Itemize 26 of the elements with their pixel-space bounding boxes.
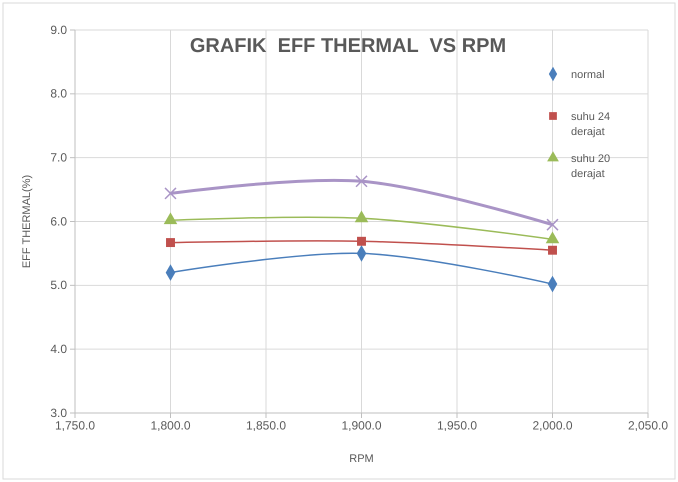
legend-label: suhu 20 derajat [571, 153, 610, 180]
x-tick-label: 2,050.0 [628, 418, 668, 433]
y-tick-label: 9.0 [50, 22, 68, 37]
y-tick-label: 6.0 [50, 214, 68, 228]
y-tick-label: 3.0 [50, 406, 68, 420]
point [355, 175, 368, 188]
x-tick-label: 1,900.0 [341, 418, 382, 433]
point [548, 246, 557, 255]
point [357, 236, 366, 246]
y-tick-label: 5.0 [50, 278, 68, 292]
x-tick-label: 1,850.0 [246, 418, 286, 433]
chart-title: GRAFIK EFF THERMAL VS RPM [190, 35, 506, 57]
point [546, 218, 559, 231]
x-tick-label: 1,750.0 [54, 418, 96, 433]
y-tick-label: 4.0 [50, 342, 68, 356]
point [166, 238, 175, 248]
x-tick-label: 1,800.0 [150, 418, 191, 433]
legend-label: suhu 24 derajat [571, 111, 610, 138]
x-tick-label: 2,000.0 [532, 418, 573, 433]
x-axis-title: RPM [349, 453, 374, 465]
y-axis-title: EFF THERMAL(%) [21, 174, 33, 268]
y-tick-label: 8.0 [50, 86, 68, 101]
x-tick-label: 1,950.0 [436, 418, 478, 433]
y-tick-label: 7.0 [50, 150, 68, 165]
point [164, 187, 177, 200]
legend-label: normal [571, 69, 605, 81]
